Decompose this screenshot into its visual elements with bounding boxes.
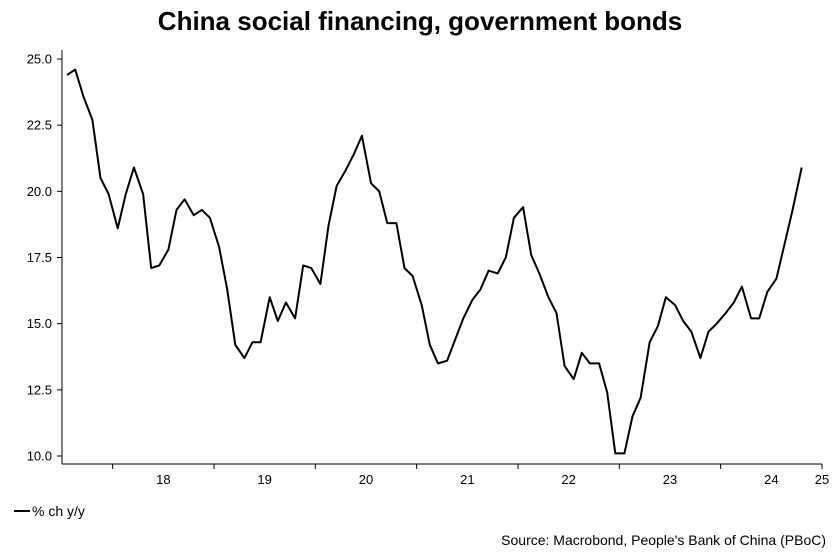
y-tick-label: 20.0: [27, 184, 52, 199]
legend: % ch y/y: [14, 503, 85, 519]
x-tick-label: 22: [561, 472, 575, 487]
x-tick-label: 23: [663, 472, 677, 487]
x-axis: 18 19 20 21 22 23 24 25: [62, 463, 829, 487]
series-line: [66, 68, 803, 455]
series-layer: [66, 68, 803, 455]
legend-label: % ch y/y: [32, 503, 85, 519]
chart-title: China social financing, government bonds: [157, 6, 683, 36]
y-tick-label: 10.0: [27, 449, 52, 464]
x-tick-label: 18: [156, 472, 170, 487]
y-axis: 10.0 12.5 15.0 17.5 20.0 22.5 25.0: [27, 50, 63, 464]
y-tick-label: 17.5: [27, 250, 52, 265]
y-tick-label: 12.5: [27, 382, 52, 397]
x-tick-label: 20: [359, 472, 373, 487]
y-tick-label: 15.0: [27, 316, 52, 331]
y-tick-label: 25.0: [27, 52, 52, 67]
source-note: Source: Macrobond, People's Bank of Chin…: [501, 532, 826, 548]
y-tick-label: 22.5: [27, 118, 52, 133]
x-tick-label: 25: [815, 472, 829, 487]
legend-line-swatch: [14, 510, 30, 512]
x-tick-label: 21: [460, 472, 474, 487]
x-tick-label: 19: [257, 472, 271, 487]
x-tick-label: 24: [764, 472, 778, 487]
